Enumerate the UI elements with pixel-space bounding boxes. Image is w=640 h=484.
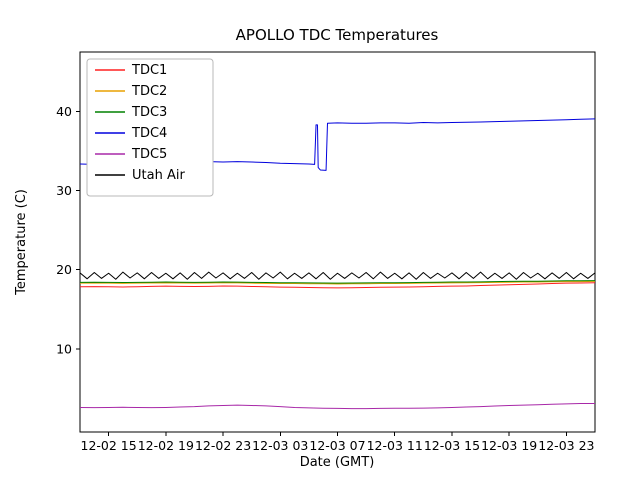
x-tick-label: 12-03 07 — [309, 438, 365, 453]
x-tick-label: 12-02 15 — [81, 438, 137, 453]
y-tick-label: 10 — [56, 341, 72, 356]
series-line-tdc5 — [79, 403, 595, 410]
legend-item-utah-air: Utah Air — [132, 168, 185, 183]
x-tick-label: 12-03 23 — [538, 438, 594, 453]
x-tick-label: 12-02 23 — [195, 438, 251, 453]
legend-item-tdc1: TDC1 — [131, 63, 167, 78]
legend: TDC1 TDC2 TDC3 TDC4 TDC5 Utah Air — [86, 58, 214, 197]
x-tick-label: 12-02 19 — [138, 438, 194, 453]
legend-item-tdc2: TDC2 — [131, 84, 167, 99]
series-line-tdc1 — [79, 282, 596, 289]
y-tick-label: 40 — [56, 104, 72, 119]
legend-item-tdc5: TDC5 — [131, 147, 167, 162]
x-axis-label: Date (GMT) — [300, 455, 375, 470]
legend-item-tdc4: TDC4 — [131, 126, 167, 141]
series-line-tdc3 — [79, 280, 596, 284]
x-tick-label: 12-03 15 — [424, 438, 480, 453]
series-line-utah-air — [79, 271, 596, 280]
legend-box — [86, 58, 214, 197]
legend-item-tdc3: TDC3 — [131, 105, 167, 120]
plot-area: 12-02 15 12-02 19 12-02 23 12-03 03 12-03 07… — [56, 51, 596, 453]
series-line-tdc2 — [79, 280, 596, 285]
x-tick-label: 12-03 19 — [481, 438, 537, 453]
x-tick-label: 12-03 03 — [252, 438, 308, 453]
chart-title: APOLLO TDC Temperatures — [236, 26, 439, 44]
y-tick-label: 20 — [56, 262, 72, 277]
y-tick-label: 30 — [56, 183, 72, 198]
x-tick-label: 12-03 11 — [367, 438, 423, 453]
y-axis-label: Temperature (C) — [14, 189, 29, 296]
